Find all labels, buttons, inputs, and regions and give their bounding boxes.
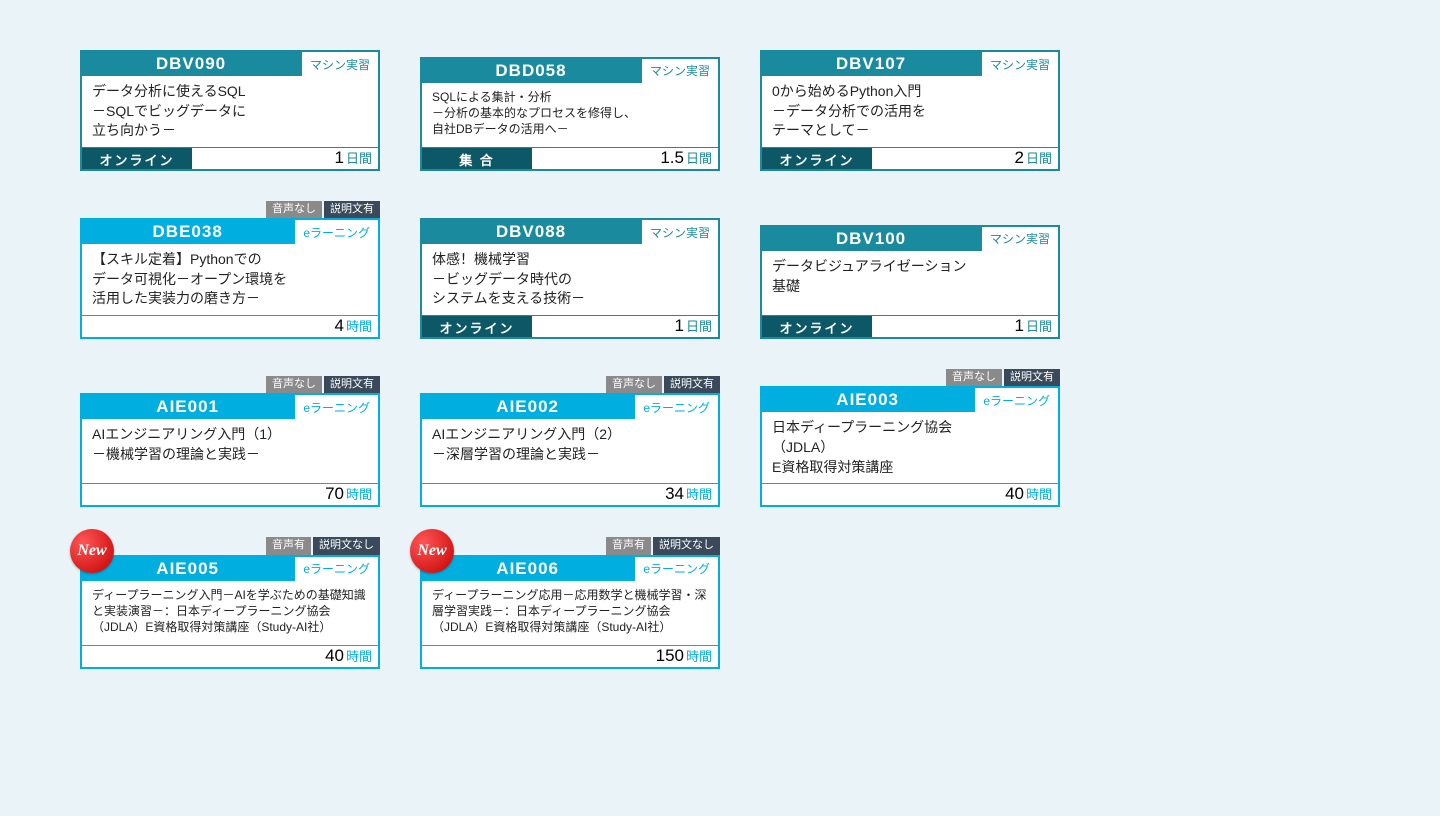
tag-has_audio: 音声有 [266, 537, 311, 554]
delivery-mode: オンライン [762, 148, 872, 169]
course-duration: 1.5日間 [532, 148, 718, 169]
course-card[interactable]: DBV107マシン実習0から始めるPython入門－データ分析での活用をテーマと… [760, 50, 1060, 171]
course-duration: 4時間 [82, 316, 378, 337]
course-code: DBV088 [422, 220, 640, 244]
tag-no_text: 説明文なし [653, 537, 720, 554]
course-card[interactable]: DBV088マシン実習体感！機械学習－ビッグデータ時代のシステムを支える技術－オ… [420, 218, 720, 339]
course-code: AIE001 [82, 395, 293, 419]
course-duration: 150時間 [422, 646, 718, 667]
delivery-mode: オンライン [762, 316, 872, 337]
course-type-badge: マシン実習 [300, 52, 378, 76]
course-duration: 40時間 [762, 484, 1058, 505]
course-code: AIE006 [422, 557, 633, 581]
course-duration: 70時間 [82, 484, 378, 505]
course-code: AIE005 [82, 557, 293, 581]
course-code: DBV100 [762, 227, 980, 251]
course-code: DBV090 [82, 52, 300, 76]
delivery-mode: オンライン [422, 316, 532, 337]
course-type-badge: eラーニング [293, 220, 378, 244]
tag-has_text: 説明文有 [1004, 369, 1060, 386]
course-title: AIエンジニアリング入門（1）－機械学習の理論と実践－ [82, 419, 378, 483]
course-card[interactable]: 音声有説明文なしNewAIE005eラーニングディープラーニング入門－AIを学ぶ… [80, 537, 380, 668]
delivery-mode: オンライン [82, 148, 192, 169]
tag-no_audio: 音声なし [606, 376, 662, 393]
tag-no_audio: 音声なし [946, 369, 1002, 386]
course-duration: 1日間 [872, 316, 1058, 337]
course-duration: 40時間 [82, 646, 378, 667]
new-badge: New [410, 529, 454, 573]
course-card[interactable]: DBD058マシン実習SQLによる集計・分析－分析の基本的なプロセスを修得し、自… [420, 57, 720, 171]
course-type-badge: eラーニング [633, 557, 718, 581]
course-type-badge: マシン実習 [640, 220, 718, 244]
course-type-badge: eラーニング [973, 388, 1058, 412]
course-code: DBE038 [82, 220, 293, 244]
course-title: 日本ディープラーニング協会（JDLA）E資格取得対策講座 [762, 412, 1058, 483]
course-type-badge: マシン実習 [640, 59, 718, 83]
course-title: 0から始めるPython入門－データ分析での活用をテーマとして－ [762, 76, 1058, 147]
course-card[interactable]: 音声なし説明文有 AIE002eラーニングAIエンジニアリング入門（2）－深層学習… [420, 376, 720, 507]
card-top-tags: 音声有説明文なし [420, 537, 720, 554]
tag-has_audio: 音声有 [606, 537, 651, 554]
card-top-tags: 音声なし説明文有 [80, 376, 380, 393]
delivery-mode: 集 合 [422, 148, 532, 169]
card-top-tags: 音声有説明文なし [80, 537, 380, 554]
course-duration: 1日間 [532, 316, 718, 337]
tag-has_text: 説明文有 [324, 201, 380, 218]
course-title: 体感！機械学習－ビッグデータ時代のシステムを支える技術－ [422, 244, 718, 315]
course-code: DBD058 [422, 59, 640, 83]
course-type-badge: マシン実習 [980, 227, 1058, 251]
course-card[interactable]: 音声なし説明文有 AIE001eラーニングAIエンジニアリング入門（1）－機械学習… [80, 376, 380, 507]
course-duration: 1日間 [192, 148, 378, 169]
course-card[interactable]: DBV100マシン実習データビジュアライゼーション基礎オンライン1日間 [760, 225, 1060, 339]
tag-no_audio: 音声なし [266, 201, 322, 218]
course-title: AIエンジニアリング入門（2）－深層学習の理論と実践－ [422, 419, 718, 483]
tag-has_text: 説明文有 [664, 376, 720, 393]
course-type-badge: eラーニング [293, 557, 378, 581]
tag-no_audio: 音声なし [266, 376, 322, 393]
course-title: 【スキル定着】Pythonでのデータ可視化－オープン環境を活用した実装力の磨き方… [82, 244, 378, 315]
course-title: データビジュアライゼーション基礎 [762, 251, 1058, 315]
course-title: ディープラーニング応用－応用数学と機械学習・深層学習実践－：日本ディープラーニン… [422, 581, 718, 645]
course-card[interactable]: 音声なし説明文有 AIE003eラーニング日本ディープラーニング協会（JDLA）E… [760, 369, 1060, 507]
course-duration: 34時間 [422, 484, 718, 505]
tag-has_text: 説明文有 [324, 376, 380, 393]
course-title: データ分析に使えるSQL－SQLでビッグデータに立ち向かう－ [82, 76, 378, 147]
course-type-badge: eラーニング [293, 395, 378, 419]
course-type-badge: マシン実習 [980, 52, 1058, 76]
card-top-tags: 音声なし説明文有 [760, 369, 1060, 386]
tag-no_text: 説明文なし [313, 537, 380, 554]
course-type-badge: eラーニング [633, 395, 718, 419]
course-card[interactable]: DBV090マシン実習データ分析に使えるSQL－SQLでビッグデータに立ち向かう… [80, 50, 380, 171]
course-duration: 2日間 [872, 148, 1058, 169]
card-top-tags: 音声なし説明文有 [80, 201, 380, 218]
card-top-tags: 音声なし説明文有 [420, 376, 720, 393]
course-code: AIE003 [762, 388, 973, 412]
course-card[interactable]: 音声なし説明文有 DBE038eラーニング【スキル定着】Pythonでのデータ可視… [80, 201, 380, 339]
course-title: SQLによる集計・分析－分析の基本的なプロセスを修得し、自社DBデータの活用へ－ [422, 83, 718, 147]
course-code: AIE002 [422, 395, 633, 419]
course-card-grid: DBV090マシン実習データ分析に使えるSQL－SQLでビッグデータに立ち向かう… [80, 50, 1360, 669]
course-code: DBV107 [762, 52, 980, 76]
new-badge: New [70, 529, 114, 573]
course-title: ディープラーニング入門－AIを学ぶための基礎知識と実装演習－：日本ディープラーニ… [82, 581, 378, 645]
course-card[interactable]: 音声有説明文なしNewAIE006eラーニングディープラーニング応用－応用数学と… [420, 537, 720, 668]
